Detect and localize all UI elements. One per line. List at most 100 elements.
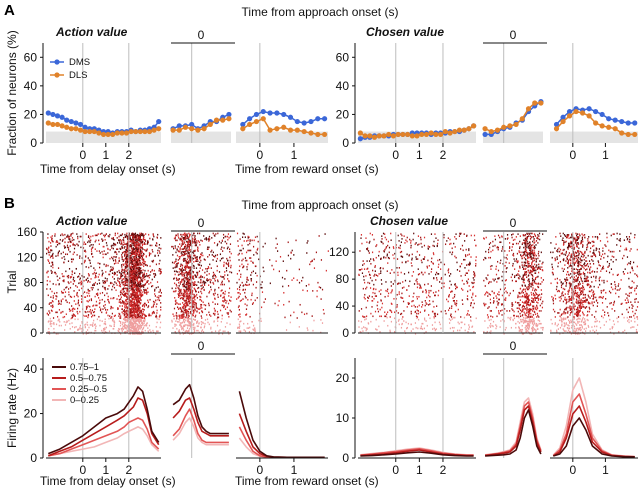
spike-tick (291, 279, 293, 281)
spike-tick (416, 312, 418, 315)
spike-tick (139, 315, 141, 318)
spike-tick (74, 272, 76, 274)
spike-tick (47, 321, 49, 323)
spike-tick (189, 268, 191, 271)
spike-tick (464, 267, 466, 269)
spike-tick (229, 323, 231, 326)
spike-tick (425, 291, 427, 294)
spike-tick (186, 313, 188, 316)
spike-tick (52, 266, 54, 269)
spike-tick (94, 240, 96, 243)
spike-tick (111, 272, 114, 274)
spike-tick (184, 243, 187, 246)
spike-tick (207, 266, 210, 268)
spike-tick (79, 327, 81, 330)
spike-tick (119, 283, 121, 286)
spike-tick (214, 314, 216, 316)
data-point (433, 131, 439, 138)
spike-tick (96, 304, 98, 307)
spike-tick (380, 272, 382, 274)
spike-tick (365, 275, 367, 277)
spike-tick (201, 284, 203, 286)
data-point (395, 131, 401, 138)
spike-tick (184, 302, 186, 305)
spike-tick (134, 266, 136, 269)
spike-tick (64, 324, 67, 326)
spike-tick (205, 237, 207, 239)
spike-tick (179, 295, 181, 297)
spike-tick (372, 288, 375, 291)
spike-tick (130, 314, 132, 317)
data-point (64, 117, 70, 123)
spike-tick (131, 290, 134, 293)
spike-tick (154, 274, 157, 276)
spike-tick (440, 261, 442, 264)
spike-tick (189, 312, 191, 314)
spike-tick (362, 315, 364, 318)
spike-tick (191, 277, 193, 280)
data-point (404, 131, 411, 138)
spike-tick (49, 317, 51, 320)
spike-tick (130, 302, 132, 304)
spike-tick (421, 271, 423, 274)
spike-tick (186, 309, 188, 312)
spike-tick (122, 288, 124, 291)
spike-tick (238, 295, 240, 298)
spike-tick (129, 326, 131, 329)
spike-tick (412, 300, 414, 302)
spike-tick (72, 243, 74, 246)
spike-tick (255, 272, 257, 274)
spike-tick (142, 324, 144, 326)
spike-tick (92, 284, 94, 286)
spike-tick (129, 314, 131, 317)
spike-tick (247, 237, 249, 239)
spike-tick (181, 238, 183, 240)
spike-tick (98, 315, 100, 318)
data-point (428, 130, 434, 136)
spike-tick (183, 250, 186, 253)
approach-zero-a-right-label: 0 (510, 28, 517, 42)
spike-tick (194, 298, 196, 301)
spike-tick (49, 256, 52, 259)
spike-tick (135, 249, 137, 252)
spike-tick (145, 315, 147, 317)
spike-tick (470, 256, 472, 258)
spike-tick (459, 265, 461, 268)
spike-tick (444, 273, 446, 276)
spike-tick (264, 298, 267, 300)
spike-tick (138, 312, 140, 315)
spike-tick (52, 304, 54, 307)
spike-tick (186, 258, 188, 261)
spike-tick (99, 319, 101, 322)
spike-tick (193, 297, 195, 299)
spike-tick (104, 321, 106, 323)
spike-tick (144, 240, 147, 242)
spike-tick (445, 312, 447, 315)
spike-tick (457, 329, 459, 332)
spike-tick (135, 249, 137, 252)
spike-tick (194, 244, 196, 247)
spike-tick (419, 327, 422, 330)
spike-tick (224, 240, 226, 243)
spike-tick (90, 315, 93, 318)
spike-tick (371, 251, 374, 254)
spike-tick (220, 283, 222, 286)
spike-tick (130, 281, 132, 284)
spike-tick (151, 244, 153, 247)
spike-tick (184, 257, 186, 260)
spike-tick (121, 266, 123, 268)
spike-tick (157, 249, 159, 252)
spike-tick (138, 266, 141, 269)
spike-tick (227, 264, 230, 266)
spike-tick (140, 269, 142, 272)
spike-tick (80, 246, 82, 249)
spike-tick (194, 238, 197, 240)
spike-tick (399, 313, 402, 316)
spike-tick (187, 288, 189, 290)
spike-tick (224, 271, 226, 273)
spike-tick (261, 291, 264, 293)
spike-tick (83, 250, 86, 252)
spike-tick (182, 243, 184, 245)
spike-tick (208, 254, 211, 256)
spike-tick (470, 304, 472, 307)
